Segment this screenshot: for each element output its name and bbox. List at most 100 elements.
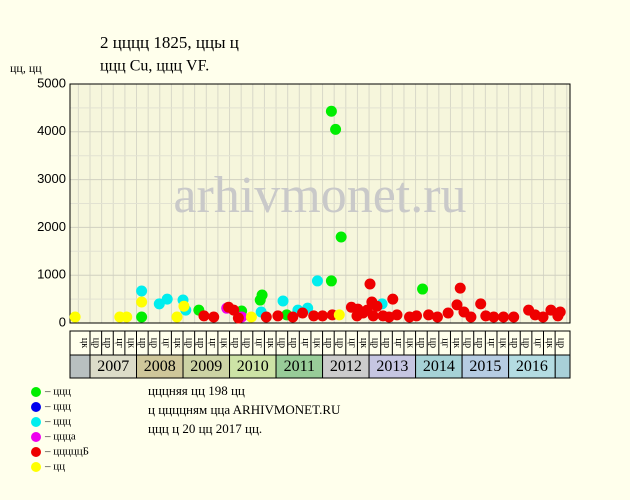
point — [277, 295, 289, 307]
year-edge — [69, 354, 91, 379]
quarter-label: цк — [79, 338, 90, 348]
point — [208, 311, 220, 323]
legend-label: – ццц — [44, 416, 71, 428]
quarter-label: цр — [556, 338, 567, 348]
quarter-label: цр — [137, 338, 148, 348]
quarter-label: цг — [346, 338, 357, 347]
quarter-label: цк — [451, 338, 462, 348]
year-label: 2012 — [330, 358, 362, 375]
quarter-label: цг — [114, 338, 125, 347]
point — [537, 311, 549, 323]
point — [260, 311, 272, 323]
point — [256, 289, 268, 301]
year-label: 2013 — [376, 358, 408, 375]
chart-subtitle: ццц Cu, ццц VF. — [100, 58, 209, 75]
year-label: 2016 — [516, 358, 548, 375]
year-label: 2009 — [190, 358, 222, 375]
year-cell — [508, 354, 556, 379]
quarter-label: цг — [486, 338, 497, 347]
quarter-label: цр — [102, 338, 113, 348]
quarter-label: цр — [184, 338, 195, 348]
quarter-label: цк — [544, 338, 555, 348]
point — [317, 310, 329, 322]
point — [371, 300, 383, 312]
quarter-label: цг — [253, 338, 264, 347]
quarter-label: цг — [160, 338, 171, 347]
note: ццц ц 20 цц 2017 цц. — [148, 421, 262, 436]
point — [387, 293, 399, 305]
point — [364, 278, 376, 290]
y-tick-label: 4000 — [37, 123, 66, 138]
year-label: 2015 — [469, 358, 501, 375]
quarter-label: цр — [521, 338, 532, 348]
point — [161, 293, 173, 305]
quarter-label: цр — [370, 338, 381, 348]
legend-marker — [31, 447, 41, 457]
year-label: 2014 — [423, 358, 455, 375]
point — [171, 311, 183, 323]
point — [245, 311, 257, 323]
year-label: 2011 — [284, 358, 315, 375]
quarter-label: цк — [311, 338, 322, 348]
year-label: 2010 — [237, 358, 269, 375]
quarter-label: цр — [91, 338, 102, 348]
point — [136, 285, 148, 297]
legend-label: – ццца — [44, 431, 76, 443]
point — [311, 275, 323, 287]
legend-label: – цццццБ — [44, 446, 89, 458]
point — [497, 311, 509, 323]
point — [333, 309, 345, 321]
y-tick-label: 3000 — [37, 171, 66, 186]
point — [475, 298, 487, 310]
quarter-label: цр — [242, 338, 253, 348]
y-tick-label: 2000 — [37, 219, 66, 234]
point — [325, 105, 337, 117]
point — [325, 275, 337, 287]
quarter-label: цг — [300, 338, 311, 347]
point — [411, 310, 423, 322]
y-tick-label: 0 — [59, 314, 66, 329]
point — [287, 311, 299, 323]
point — [465, 311, 477, 323]
point — [330, 123, 342, 135]
quarter-label: цк — [497, 338, 508, 348]
quarter-label: цр — [323, 338, 334, 348]
point — [391, 309, 403, 321]
point — [335, 231, 347, 243]
legend-marker — [31, 402, 41, 412]
point — [508, 311, 520, 323]
legend-marker — [31, 462, 41, 472]
quarter-label: цр — [277, 338, 288, 348]
quarter-label: цк — [404, 338, 415, 348]
quarter-label: цр — [230, 338, 241, 348]
point — [198, 310, 210, 322]
legend-marker — [31, 432, 41, 442]
legend-label: – цц — [44, 461, 65, 473]
point — [442, 307, 454, 319]
quarter-row — [69, 330, 571, 356]
point — [367, 310, 379, 322]
point — [136, 296, 148, 308]
point — [417, 283, 429, 295]
year-label: 2008 — [144, 358, 176, 375]
legend-label: – ццц — [44, 401, 71, 413]
point — [297, 307, 309, 319]
quarter-label: цк — [125, 338, 136, 348]
y-axis-label: цц, цц — [10, 61, 42, 75]
quarter-label: цг — [439, 338, 450, 347]
point — [431, 311, 443, 323]
y-tick-label: 1000 — [37, 267, 66, 282]
quarter-label: цр — [463, 338, 474, 348]
quarter-label: цк — [172, 338, 183, 348]
point — [69, 311, 81, 323]
quarter-label: цр — [381, 338, 392, 348]
quarter-label: цр — [428, 338, 439, 348]
quarter-label: цр — [509, 338, 520, 348]
quarter-label: цр — [288, 338, 299, 348]
chart-title: 2 цццц 1825, ццы ц — [100, 33, 239, 52]
point — [488, 311, 500, 323]
quarter-label: цг — [532, 338, 543, 347]
quarter-label: цк — [265, 338, 276, 348]
quarter-label: цр — [195, 338, 206, 348]
